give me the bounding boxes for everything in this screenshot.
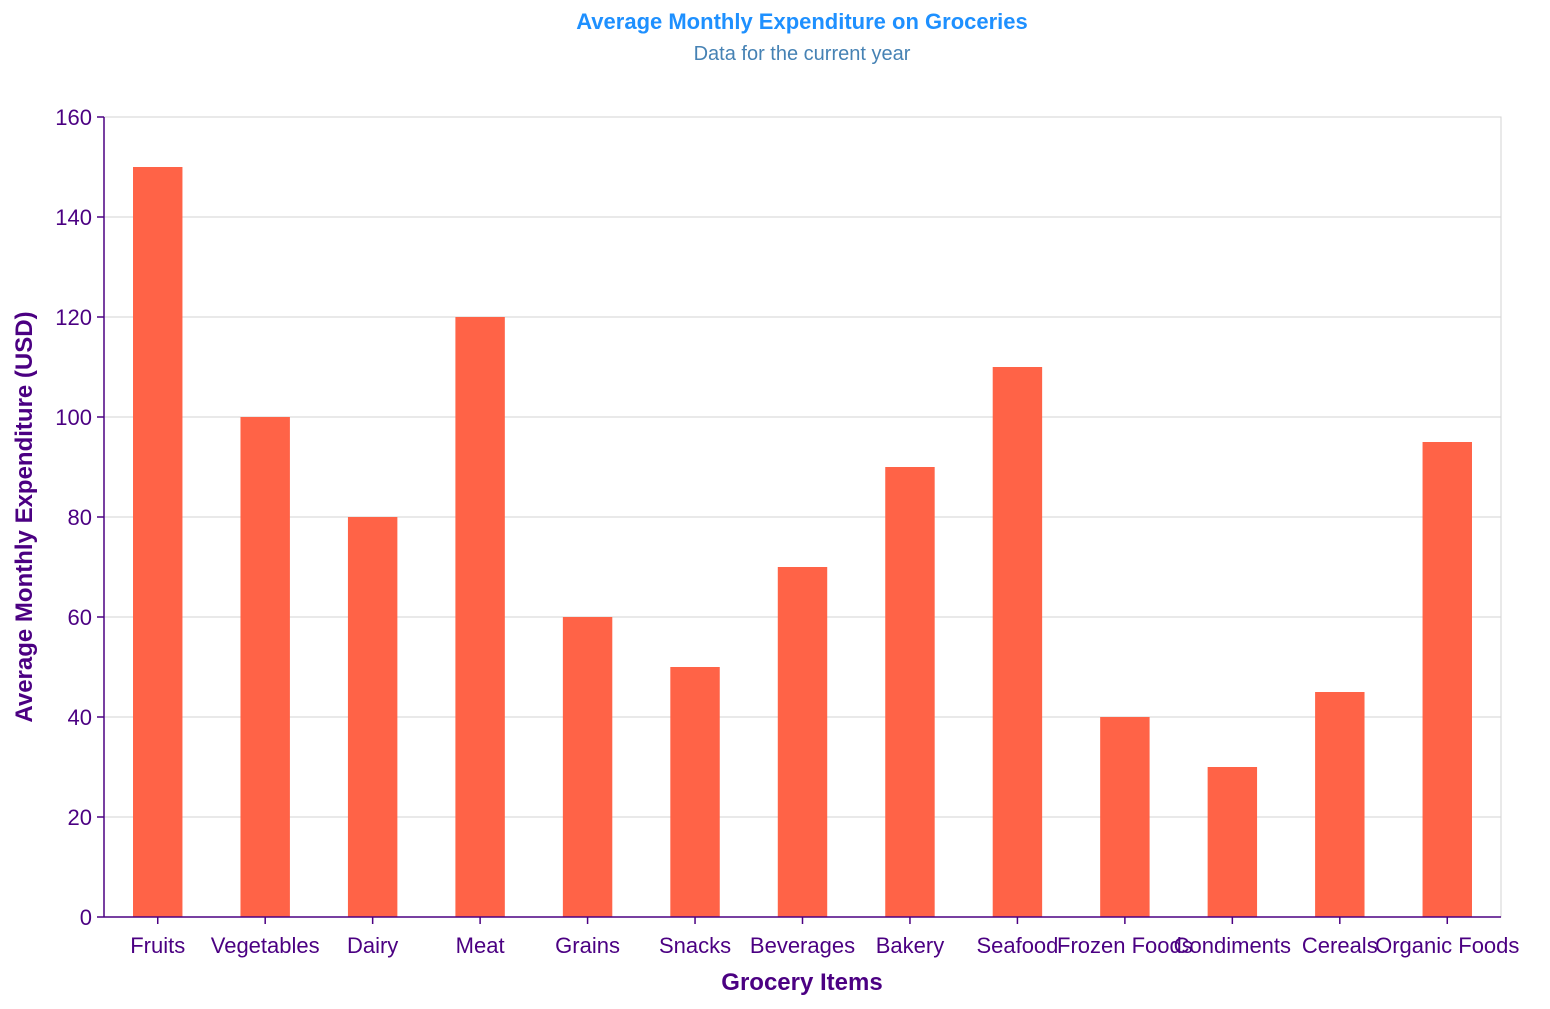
bar-cereals (1315, 692, 1365, 917)
x-tick-label: Condiments (1174, 933, 1291, 958)
bar-frozen-foods (1100, 717, 1150, 917)
x-tick-label: Dairy (347, 933, 398, 958)
bar-condiments (1207, 767, 1258, 917)
bar-snacks (670, 667, 720, 917)
bars (133, 167, 1472, 917)
y-tick-label: 100 (55, 405, 92, 430)
x-tick-label: Meat (456, 933, 505, 958)
bar-grains (562, 617, 613, 917)
x-tick-label: Frozen Foods (1057, 933, 1193, 958)
y-tick-label: 40 (68, 705, 92, 730)
chart-title: Average Monthly Expenditure on Groceries (576, 9, 1028, 34)
y-tick-label: 0 (80, 905, 92, 930)
y-tick-label: 140 (55, 205, 92, 230)
bar-bakery (885, 467, 935, 917)
y-tick-label: 60 (68, 605, 92, 630)
y-tick-label: 20 (68, 805, 92, 830)
x-tick-label: Bakery (876, 933, 944, 958)
y-axis-ticks: 0 20 40 60 80 100 120 140 160 (55, 105, 104, 930)
bar-fruits (133, 167, 183, 917)
x-tick-label: Beverages (750, 933, 855, 958)
x-tick-label: Cereals (1302, 933, 1378, 958)
bar-organic-foods (1422, 442, 1472, 917)
y-tick-label: 80 (68, 505, 92, 530)
x-tick-label: Snacks (659, 933, 731, 958)
bar-dairy (347, 517, 398, 917)
bar-beverages (777, 567, 828, 917)
bar-seafood (992, 367, 1043, 917)
x-axis-title: Grocery Items (721, 969, 882, 996)
bar-meat (455, 317, 505, 917)
x-axis-ticks: Fruits Vegetables Dairy Meat Grains Snacks Bev… (130, 917, 1519, 958)
chart-subtitle: Data for the current year (694, 43, 911, 65)
x-tick-label: Fruits (130, 933, 185, 958)
x-tick-label: Vegetables (211, 933, 320, 958)
y-tick-label: 160 (55, 105, 92, 130)
x-tick-label: Grains (555, 933, 620, 958)
x-tick-label: Organic Foods (1375, 933, 1519, 958)
y-axis-title: Average Monthly Expenditure (USD) (11, 311, 38, 722)
bar-vegetables (240, 417, 290, 917)
y-tick-label: 120 (55, 305, 92, 330)
x-tick-label: Seafood (976, 933, 1058, 958)
